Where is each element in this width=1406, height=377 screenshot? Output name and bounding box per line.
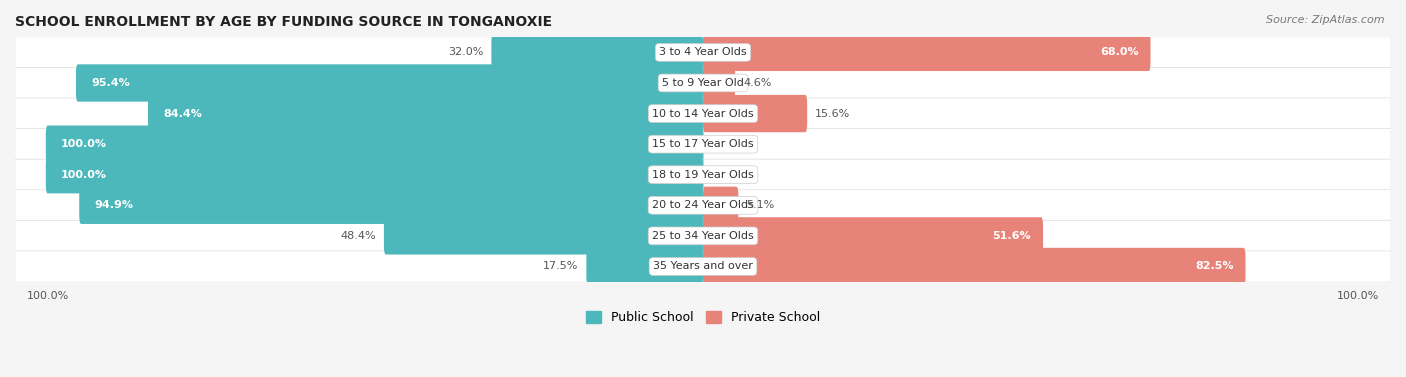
FancyBboxPatch shape: [703, 34, 1150, 71]
Text: 5 to 9 Year Old: 5 to 9 Year Old: [662, 78, 744, 88]
FancyBboxPatch shape: [15, 37, 1391, 68]
Text: 95.4%: 95.4%: [91, 78, 129, 88]
Text: 3 to 4 Year Olds: 3 to 4 Year Olds: [659, 48, 747, 57]
FancyBboxPatch shape: [15, 67, 1391, 98]
FancyBboxPatch shape: [15, 98, 1391, 129]
FancyBboxPatch shape: [703, 217, 1043, 254]
FancyBboxPatch shape: [76, 64, 703, 102]
Text: 94.9%: 94.9%: [94, 200, 134, 210]
Text: 68.0%: 68.0%: [1099, 48, 1139, 57]
FancyBboxPatch shape: [703, 64, 735, 102]
Text: 84.4%: 84.4%: [163, 109, 202, 118]
Text: 48.4%: 48.4%: [340, 231, 375, 241]
FancyBboxPatch shape: [15, 159, 1391, 190]
Text: 15 to 17 Year Olds: 15 to 17 Year Olds: [652, 139, 754, 149]
Text: 20 to 24 Year Olds: 20 to 24 Year Olds: [652, 200, 754, 210]
Text: 4.6%: 4.6%: [742, 78, 772, 88]
FancyBboxPatch shape: [703, 95, 807, 132]
FancyBboxPatch shape: [46, 156, 703, 193]
Text: 25 to 34 Year Olds: 25 to 34 Year Olds: [652, 231, 754, 241]
Text: 100.0%: 100.0%: [60, 139, 107, 149]
Text: 35 Years and over: 35 Years and over: [652, 262, 754, 271]
FancyBboxPatch shape: [703, 187, 738, 224]
FancyBboxPatch shape: [703, 248, 1246, 285]
FancyBboxPatch shape: [15, 251, 1391, 282]
Text: SCHOOL ENROLLMENT BY AGE BY FUNDING SOURCE IN TONGANOXIE: SCHOOL ENROLLMENT BY AGE BY FUNDING SOUR…: [15, 15, 553, 29]
FancyBboxPatch shape: [586, 248, 703, 285]
FancyBboxPatch shape: [79, 187, 703, 224]
FancyBboxPatch shape: [491, 34, 703, 71]
FancyBboxPatch shape: [148, 95, 703, 132]
Text: 18 to 19 Year Olds: 18 to 19 Year Olds: [652, 170, 754, 180]
Text: 32.0%: 32.0%: [449, 48, 484, 57]
FancyBboxPatch shape: [384, 217, 703, 254]
Text: Source: ZipAtlas.com: Source: ZipAtlas.com: [1267, 15, 1385, 25]
Text: 10 to 14 Year Olds: 10 to 14 Year Olds: [652, 109, 754, 118]
FancyBboxPatch shape: [15, 129, 1391, 160]
Text: 100.0%: 100.0%: [60, 170, 107, 180]
FancyBboxPatch shape: [46, 126, 703, 163]
FancyBboxPatch shape: [15, 190, 1391, 221]
Text: 82.5%: 82.5%: [1195, 262, 1233, 271]
FancyBboxPatch shape: [15, 220, 1391, 251]
Legend: Public School, Private School: Public School, Private School: [581, 307, 825, 329]
Text: 17.5%: 17.5%: [543, 262, 578, 271]
Text: 5.1%: 5.1%: [747, 200, 775, 210]
Text: 15.6%: 15.6%: [815, 109, 851, 118]
Text: 51.6%: 51.6%: [993, 231, 1031, 241]
